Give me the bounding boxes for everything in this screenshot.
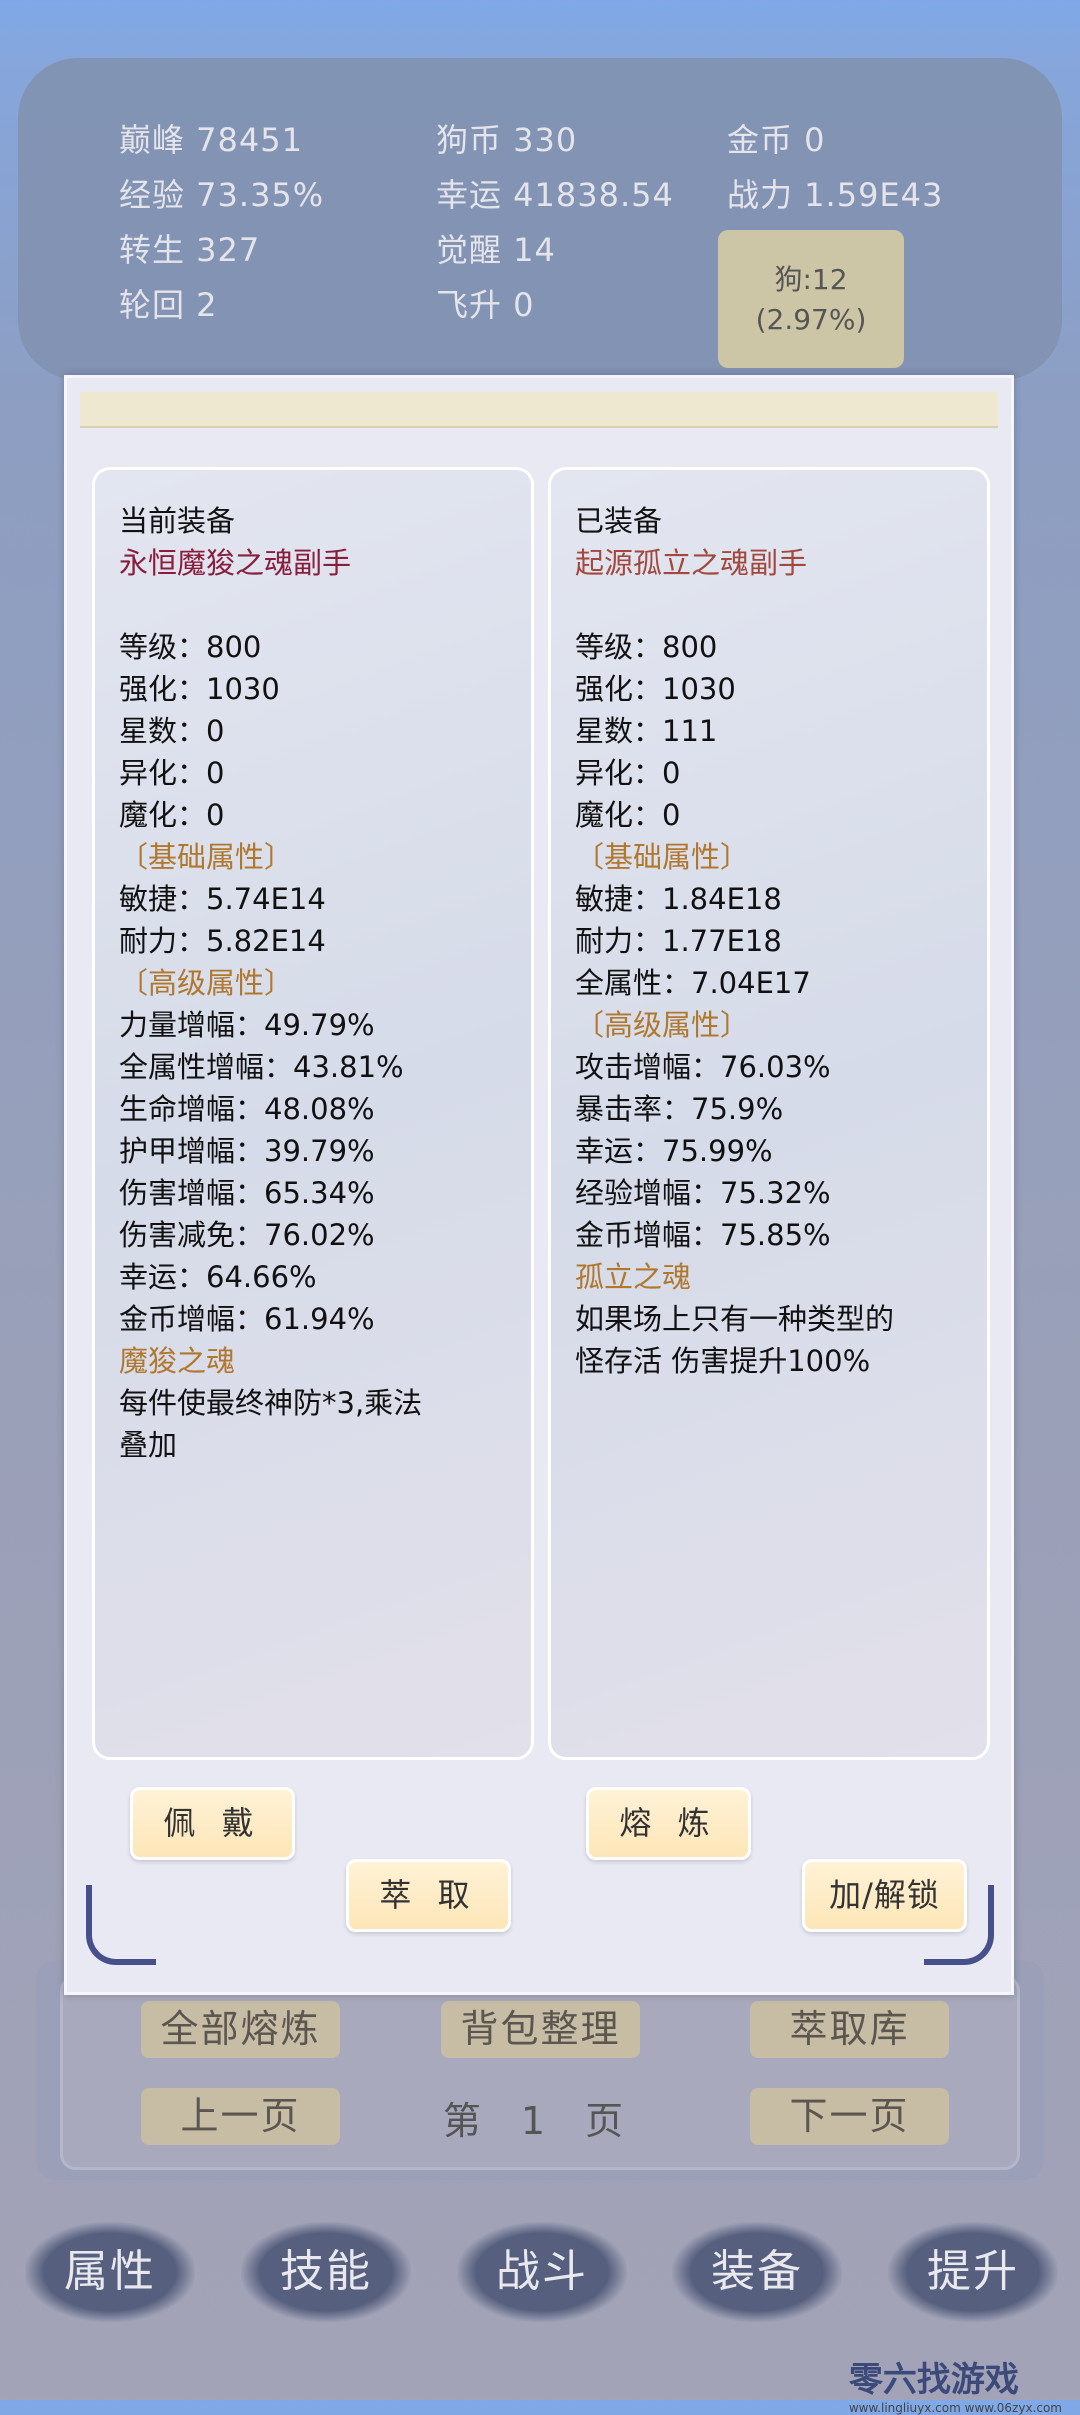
adv-attr: 幸运：64.66% bbox=[119, 1260, 317, 1294]
next-page-button[interactable]: 下一页 bbox=[750, 2088, 949, 2145]
special-desc: 如果场上只有一种类型的 bbox=[575, 1302, 895, 1336]
adv-attr: 经验增幅：75.32% bbox=[575, 1176, 831, 1210]
stat-dogcoin: 狗币 330 bbox=[436, 121, 578, 159]
sort-bag-button[interactable]: 背包整理 bbox=[441, 2001, 640, 2058]
enhance: 强化：1030 bbox=[119, 672, 280, 706]
stat-power: 战力 1.59E43 bbox=[727, 176, 944, 214]
prev-page-button[interactable]: 上一页 bbox=[141, 2088, 340, 2145]
adv-attr: 暴击率：75.9% bbox=[575, 1092, 784, 1126]
stat-peak: 巅峰 78451 bbox=[119, 121, 303, 159]
corner-ornament-icon bbox=[86, 1885, 156, 1965]
equipped-card: 已装备 起源孤立之魂副手 等级：800 强化：1030 星数：111 异化：0 … bbox=[548, 467, 990, 1760]
extract-button[interactable]: 萃 取 bbox=[346, 1859, 511, 1932]
adv-attr-header: 〔高级属性〕 bbox=[575, 1008, 750, 1042]
stat-reincarnation: 轮回 2 bbox=[119, 286, 218, 324]
special-header: 孤立之魂 bbox=[575, 1260, 692, 1294]
nav-equipment[interactable]: 装备 bbox=[672, 2222, 842, 2322]
adv-attr: 全属性增幅：43.81% bbox=[119, 1050, 404, 1084]
nav-battle[interactable]: 战斗 bbox=[457, 2222, 627, 2322]
item-name: 永恒魔狻之魂副手 bbox=[119, 546, 352, 580]
mutation: 异化：0 bbox=[119, 756, 225, 790]
level: 等级：800 bbox=[575, 630, 718, 664]
base-attr: 耐力：5.82E14 bbox=[119, 924, 326, 958]
special-desc: 叠加 bbox=[119, 1428, 178, 1462]
adv-attr-header: 〔高级属性〕 bbox=[119, 966, 294, 1000]
enhance: 强化：1030 bbox=[575, 672, 736, 706]
base-attr: 敏捷：5.74E14 bbox=[119, 882, 326, 916]
mutation: 异化：0 bbox=[575, 756, 681, 790]
stats-panel bbox=[18, 58, 1062, 380]
stat-ascend: 飞升 0 bbox=[436, 286, 535, 324]
dog-button[interactable]: 狗:12 (2.97%) bbox=[718, 230, 904, 368]
lock-toggle-button[interactable]: 加/解锁 bbox=[802, 1859, 967, 1932]
demonize: 魔化：0 bbox=[119, 798, 225, 832]
stat-rebirth: 转生 327 bbox=[119, 231, 261, 269]
adv-attr: 金币增幅：61.94% bbox=[119, 1302, 375, 1336]
base-attr: 敏捷：1.84E18 bbox=[575, 882, 782, 916]
smelt-button[interactable]: 熔 炼 bbox=[586, 1787, 751, 1860]
base-attr: 耐力：1.77E18 bbox=[575, 924, 782, 958]
stars: 星数：0 bbox=[119, 714, 225, 748]
adv-attr: 金币增幅：75.85% bbox=[575, 1218, 831, 1252]
nav-upgrade[interactable]: 提升 bbox=[888, 2222, 1058, 2322]
adv-attr: 护甲增幅：39.79% bbox=[119, 1134, 375, 1168]
dialog-header-strip bbox=[80, 392, 998, 428]
stat-luck: 幸运 41838.54 bbox=[436, 176, 674, 214]
stat-gold: 金币 0 bbox=[727, 121, 826, 159]
base-attr: 全属性：7.04E17 bbox=[575, 966, 811, 1000]
level: 等级：800 bbox=[119, 630, 262, 664]
card-title: 当前装备 bbox=[119, 504, 236, 538]
adv-attr: 生命增幅：48.08% bbox=[119, 1092, 375, 1126]
nav-skills[interactable]: 技能 bbox=[241, 2222, 411, 2322]
base-attr-header: 〔基础属性〕 bbox=[575, 840, 750, 874]
stat-awaken: 觉醒 14 bbox=[436, 231, 556, 269]
adv-attr: 伤害减免：76.02% bbox=[119, 1218, 375, 1252]
watermark-logo: 零六找游戏 www.lingliuyx.com www.06zyx.com bbox=[848, 2360, 1062, 2415]
wear-button[interactable]: 佩 戴 bbox=[130, 1787, 295, 1860]
adv-attr: 幸运：75.99% bbox=[575, 1134, 773, 1168]
corner-ornament-icon bbox=[924, 1885, 994, 1965]
extract-library-button[interactable]: 萃取库 bbox=[750, 2001, 949, 2058]
dog-count: 狗:12 bbox=[774, 263, 848, 296]
base-attr-header: 〔基础属性〕 bbox=[119, 840, 294, 874]
adv-attr: 攻击增幅：76.03% bbox=[575, 1050, 831, 1084]
dog-percent: (2.97%) bbox=[755, 303, 867, 336]
special-desc: 每件使最终神防*3,乘法 bbox=[119, 1386, 423, 1420]
adv-attr: 力量增幅：49.79% bbox=[119, 1008, 375, 1042]
card-title: 已装备 bbox=[575, 504, 663, 538]
smelt-all-button[interactable]: 全部熔炼 bbox=[141, 2001, 340, 2058]
page-indicator: 第 1 页 bbox=[442, 2099, 638, 2143]
current-equipment-card: 当前装备 永恒魔狻之魂副手 等级：800 强化：1030 星数：0 异化：0 魔… bbox=[92, 467, 534, 1760]
special-header: 魔狻之魂 bbox=[119, 1344, 236, 1378]
nav-attributes[interactable]: 属性 bbox=[25, 2222, 195, 2322]
item-name: 起源孤立之魂副手 bbox=[575, 546, 808, 580]
stars: 星数：111 bbox=[575, 714, 718, 748]
adv-attr: 伤害增幅：65.34% bbox=[119, 1176, 375, 1210]
stat-exp: 经验 73.35% bbox=[119, 176, 325, 214]
demonize: 魔化：0 bbox=[575, 798, 681, 832]
special-desc: 怪存活 伤害提升100% bbox=[575, 1344, 871, 1378]
